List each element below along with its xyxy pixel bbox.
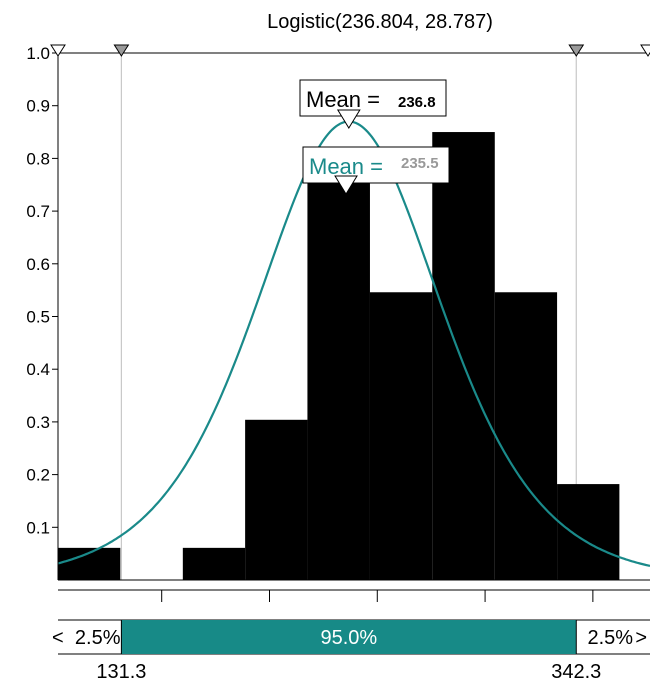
chart-title: Logistic(236.804, 28.787)	[267, 11, 493, 33]
y-tick-label: 1.0	[26, 44, 50, 63]
y-tick-label: 0.9	[26, 97, 50, 116]
histogram-bar	[432, 132, 495, 581]
mean-data-box	[302, 146, 450, 184]
mean-fit-value: 236.8	[398, 94, 436, 111]
percentile-middle-fill	[121, 620, 577, 654]
percentile-left-pct: 2.5%	[75, 627, 121, 649]
percentile-left-arrow: <	[52, 627, 64, 649]
mean-data-pointer	[334, 175, 358, 195]
histogram-bar	[245, 419, 308, 580]
percentile-right-value: 342.3	[551, 661, 601, 683]
y-tick-label: 0.3	[26, 413, 50, 432]
fitted-logistic-curve	[57, 120, 650, 567]
mean-fit-text: Mean =	[306, 87, 380, 112]
percentile-right-pct: 2.5%	[587, 627, 633, 649]
y-tick-label: 0.4	[26, 360, 50, 379]
percentile-bar: <2.5% 95.0% 2.5% >131.3 342.3	[52, 619, 650, 683]
fitted-curve-layer	[57, 120, 650, 567]
right-percentile-triangle	[568, 44, 585, 57]
histogram-bar	[369, 292, 433, 580]
mean-fit-pointer	[336, 109, 361, 129]
percentile-left-value: 131.3	[96, 661, 146, 683]
histogram-bar	[557, 484, 620, 580]
y-tick-label: 0.1	[26, 518, 50, 537]
y-tick-label: 0.2	[26, 466, 50, 485]
histogram-bar	[494, 292, 558, 580]
marker-layer: Mean = 236.8 Mean = 235.5	[50, 44, 650, 195]
percentile-right-arrow: >	[635, 627, 647, 649]
mean-data-label: Mean = 235.5	[302, 146, 450, 195]
percentile-middle-pct: 95.0%	[320, 627, 377, 649]
left-percentile-triangle	[113, 44, 130, 57]
mean-data-value: 235.5	[401, 155, 439, 172]
mean-data-text: Mean =	[309, 154, 383, 179]
y-tick-label: 0.5	[26, 308, 50, 327]
left-limit-triangle	[50, 44, 66, 57]
mean-fit-label: Mean = 236.8	[299, 79, 447, 129]
y-tick-label: 0.8	[26, 149, 50, 168]
right-limit-triangle	[640, 44, 650, 57]
y-tick-label: 0.6	[26, 255, 50, 274]
axis-layer: 1.0 0.9 0.8 0.7 0.6 0.5 0.4 0.3 0.2 0.1	[26, 44, 650, 602]
histogram-bars	[58, 132, 620, 581]
y-tick-label: 0.7	[26, 202, 50, 221]
mean-fit-box	[299, 79, 447, 117]
histogram-bar	[182, 547, 246, 580]
histogram-bar	[307, 164, 370, 580]
